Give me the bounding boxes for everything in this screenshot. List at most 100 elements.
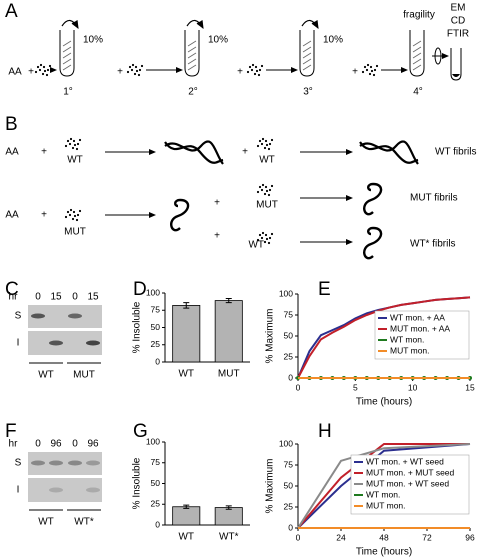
plus: + [214, 198, 220, 209]
band-label: I [17, 485, 20, 496]
x-tick-label: MUT [218, 369, 240, 380]
monomer-dot [263, 240, 267, 244]
monomer-dot [78, 138, 82, 142]
plus: + [214, 231, 220, 242]
monomer-dot [256, 238, 260, 242]
gel-band [86, 487, 100, 493]
monomer-label: WT [259, 155, 275, 166]
tube [184, 30, 200, 77]
bar [172, 305, 201, 363]
x-tick-label: 96 [465, 532, 475, 542]
time-label: hr [9, 439, 19, 450]
monomer-dot [265, 189, 269, 193]
y-axis-label: % Maximum [265, 308, 276, 363]
monomer-label: MUT [256, 200, 278, 211]
monomer-dot [363, 65, 367, 69]
y-tick-label: 50 [151, 322, 161, 332]
x-tick-label: WT [178, 532, 194, 543]
monomer-dot [76, 213, 80, 217]
monomer-dot [361, 70, 365, 74]
method-label: FTIR [447, 29, 469, 40]
sample-label: WT [38, 517, 54, 528]
monomer-dot [43, 69, 47, 73]
y-axis-label: % Insoluble [132, 301, 143, 353]
monomer-dot [373, 68, 377, 72]
monomer-dot [254, 65, 258, 69]
tube-content [412, 58, 422, 65]
monomer-dot [268, 236, 272, 240]
y-tick-label: 100 [146, 287, 160, 297]
monomer-dot [71, 217, 75, 221]
tube [299, 30, 315, 77]
monomer-dot [260, 188, 264, 192]
plus: + [41, 210, 47, 221]
monomer-dot [69, 137, 73, 141]
legend-label: MUT mon. [366, 500, 406, 510]
time-point: 96 [87, 439, 99, 450]
monomer-dot [258, 233, 262, 237]
time-label: hr [9, 292, 19, 303]
tube-content [302, 40, 312, 47]
monomer-dot [372, 73, 376, 77]
round-label: 2° [188, 87, 198, 98]
monomer-dot [264, 233, 268, 237]
gel-band [49, 487, 63, 493]
time-point: 15 [87, 292, 99, 303]
y-axis-label: % Maximum [265, 458, 276, 513]
monomer-label: WT [67, 155, 83, 166]
monomer-dot [68, 213, 72, 217]
series-line [297, 443, 471, 529]
monomer-dot [71, 146, 75, 150]
x-tick-label: WT* [219, 532, 239, 543]
tube-content [187, 40, 197, 47]
time-point: 0 [72, 292, 78, 303]
tube-content [187, 46, 197, 53]
tube-content [412, 64, 422, 71]
y-tick-label: 100 [146, 436, 160, 446]
plus: + [41, 147, 47, 158]
tube-content [187, 52, 197, 59]
error-bar [183, 302, 190, 309]
monomer-dot [268, 142, 272, 146]
monomer-dot [126, 70, 130, 74]
y-tick-label: 50 [151, 478, 161, 488]
monomer-label: WT [248, 240, 264, 251]
y-tick-label: 25 [284, 501, 294, 511]
x-tick-label: 5 [353, 382, 358, 392]
monomer-dot [66, 139, 70, 143]
monomer-dot [265, 143, 269, 147]
monomer-dot [257, 73, 261, 77]
pellet [452, 74, 460, 77]
monomer-dot [258, 139, 262, 143]
legend-label: WT mon. [390, 334, 424, 344]
monomer-dot [48, 64, 52, 68]
monomer-dot [64, 215, 68, 219]
monomer-dot [72, 139, 76, 143]
x-tick-label: 10 [408, 382, 418, 392]
y-tick-label: 100 [279, 288, 293, 298]
bar [172, 506, 201, 526]
monomer-dot [263, 146, 267, 150]
curly-fibril [170, 198, 190, 232]
monomer-dot [260, 64, 264, 68]
gel-strip [28, 452, 102, 475]
y-tick-label: 75 [151, 305, 161, 315]
monomer-dot [138, 68, 142, 72]
monomer-dot [375, 64, 379, 68]
plus: + [237, 67, 243, 78]
tilt-arrow [301, 19, 319, 30]
monomer-dot [64, 144, 68, 148]
monomer-dot [261, 231, 265, 235]
tube-content [302, 46, 312, 53]
monomer-dot [261, 137, 265, 141]
time-point: 0 [35, 292, 41, 303]
monomer-dot [133, 72, 137, 76]
legend-label: MUT mon. + AA [390, 323, 450, 333]
error-bar [183, 504, 190, 509]
y-tick-label: 75 [284, 309, 294, 319]
gel-band [68, 313, 82, 319]
tube-content [302, 52, 312, 59]
x-axis-label: Time (hours) [356, 547, 412, 558]
y-tick-label: 50 [284, 330, 294, 340]
